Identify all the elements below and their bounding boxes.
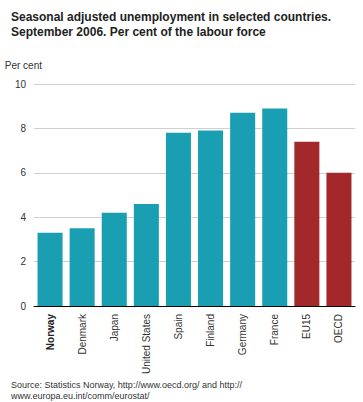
svg-text:0: 0 — [20, 301, 26, 312]
svg-text:8: 8 — [20, 123, 26, 134]
svg-text:Japan: Japan — [109, 314, 120, 341]
svg-text:Per cent: Per cent — [5, 60, 42, 71]
svg-text:6: 6 — [20, 167, 26, 178]
svg-text:United States: United States — [141, 314, 152, 374]
svg-text:Spain: Spain — [173, 314, 184, 340]
svg-text:Finland: Finland — [205, 314, 216, 347]
svg-text:Norway: Norway — [45, 314, 56, 351]
svg-text:OECD: OECD — [333, 314, 344, 343]
svg-text:10: 10 — [15, 79, 27, 90]
svg-text:EU15: EU15 — [301, 314, 312, 339]
svg-text:2: 2 — [20, 256, 26, 267]
svg-text:France: France — [269, 314, 280, 346]
svg-text:4: 4 — [20, 212, 26, 223]
svg-text:Germany: Germany — [237, 314, 248, 355]
svg-text:Seasonal adjusted unemployment: Seasonal adjusted unemployment in select… — [11, 10, 334, 24]
svg-text:Denmark: Denmark — [77, 313, 88, 355]
svg-text:Source: Statistics Norway, htt: Source: Statistics Norway, http://www.oe… — [11, 380, 242, 390]
svg-text:September 2006. Per cent of th: September 2006. Per cent of the labour f… — [11, 25, 266, 39]
svg-text:www.europa.eu.int/comm/eurosta: www.europa.eu.int/comm/eurostat/ — [10, 391, 150, 401]
